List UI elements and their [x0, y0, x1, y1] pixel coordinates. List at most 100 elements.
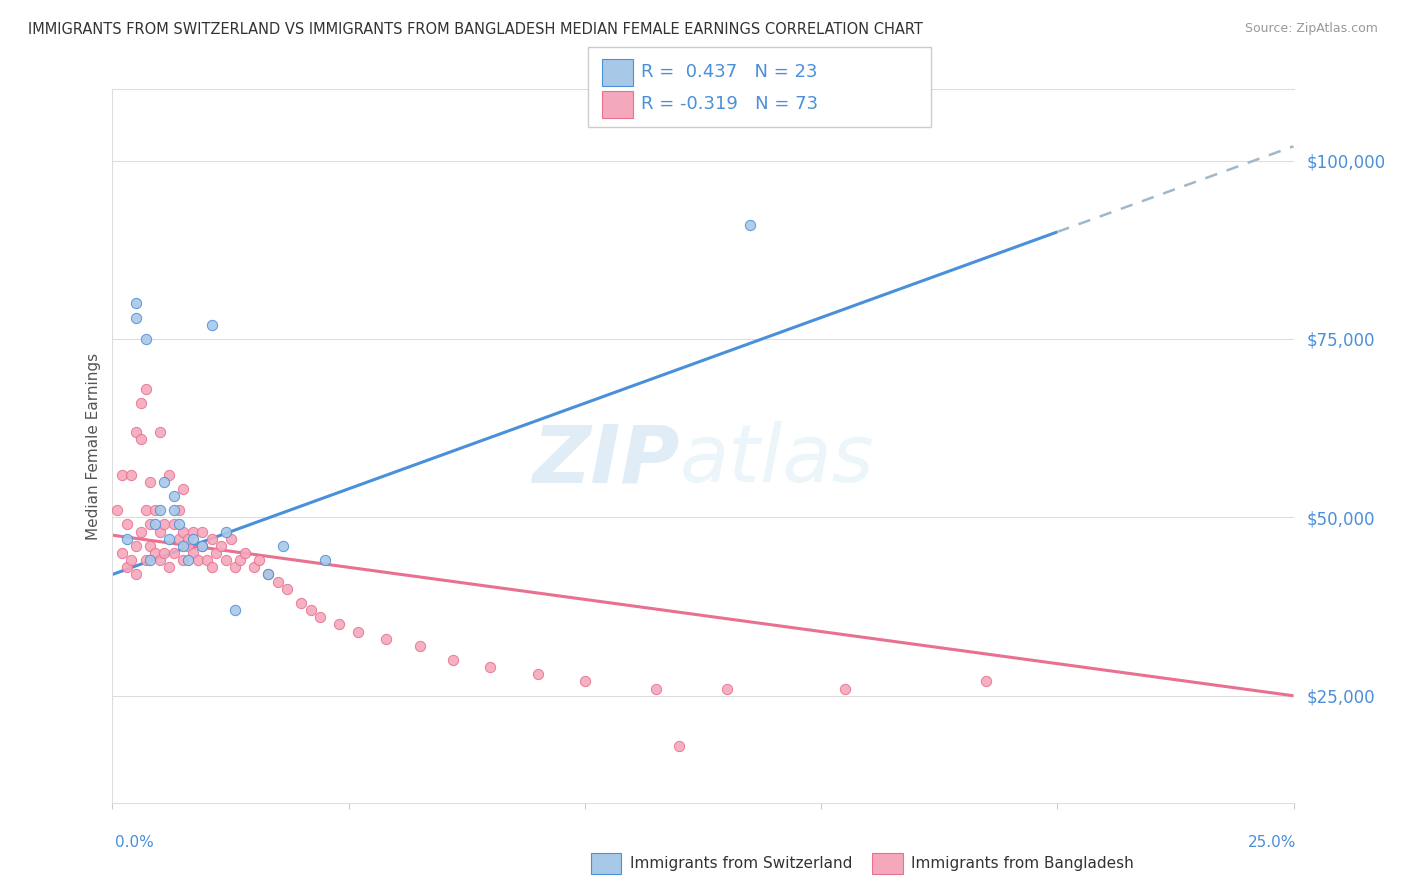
Text: atlas: atlas [679, 421, 875, 500]
Point [135, 382, 157, 396]
Point [181, 546, 204, 560]
Point [177, 553, 200, 567]
Point [375, 632, 398, 646]
Point [201, 532, 224, 546]
Point [115, 532, 138, 546]
Point [247, 553, 270, 567]
Point [276, 582, 298, 596]
Point [441, 653, 464, 667]
Point [191, 524, 214, 539]
Point [105, 503, 128, 517]
Point [163, 517, 186, 532]
Point [135, 503, 157, 517]
Point [299, 603, 322, 617]
Point [111, 546, 134, 560]
Point [153, 475, 176, 489]
Point [143, 503, 166, 517]
Point [167, 517, 190, 532]
Point [135, 332, 157, 346]
Point [257, 567, 280, 582]
Point [149, 553, 172, 567]
Point [163, 489, 186, 503]
Point [120, 467, 142, 482]
Point [139, 475, 162, 489]
Point [834, 681, 856, 696]
Point [125, 296, 148, 310]
Text: R =  0.437   N = 23: R = 0.437 N = 23 [641, 63, 818, 81]
Text: 0.0%: 0.0% [115, 836, 155, 850]
Point [120, 553, 142, 567]
Point [668, 739, 690, 753]
Point [167, 532, 190, 546]
Point [408, 639, 430, 653]
Text: Source: ZipAtlas.com: Source: ZipAtlas.com [1244, 22, 1378, 36]
Point [479, 660, 502, 674]
Text: Immigrants from Switzerland: Immigrants from Switzerland [630, 856, 852, 871]
Point [181, 524, 204, 539]
Point [976, 674, 998, 689]
Point [125, 425, 148, 439]
Point [740, 218, 762, 232]
Point [205, 546, 228, 560]
Text: R = -0.319   N = 73: R = -0.319 N = 73 [641, 95, 818, 113]
Point [129, 524, 152, 539]
Point [309, 610, 332, 624]
Point [209, 539, 232, 553]
Point [115, 517, 138, 532]
Point [172, 553, 194, 567]
Point [143, 517, 166, 532]
Point [574, 674, 596, 689]
Point [314, 553, 336, 567]
Point [229, 553, 252, 567]
Point [186, 553, 208, 567]
Point [129, 396, 152, 410]
Point [267, 574, 290, 589]
Point [139, 553, 162, 567]
Point [149, 524, 172, 539]
Point [215, 553, 238, 567]
Point [163, 546, 186, 560]
Point [191, 539, 214, 553]
Point [153, 517, 176, 532]
Point [125, 539, 148, 553]
Point [224, 560, 246, 574]
Point [172, 524, 194, 539]
Point [201, 318, 224, 332]
Point [125, 567, 148, 582]
Point [215, 524, 238, 539]
Point [526, 667, 548, 681]
Point [163, 503, 186, 517]
Point [143, 546, 166, 560]
Point [157, 467, 180, 482]
Point [125, 310, 148, 325]
Point [157, 560, 180, 574]
Point [149, 503, 172, 517]
Point [201, 560, 224, 574]
Point [716, 681, 738, 696]
Point [195, 553, 218, 567]
Point [644, 681, 666, 696]
Point [111, 467, 134, 482]
Point [172, 482, 194, 496]
Text: Immigrants from Bangladesh: Immigrants from Bangladesh [911, 856, 1133, 871]
Point [257, 567, 280, 582]
Point [181, 532, 204, 546]
Point [290, 596, 312, 610]
Point [129, 432, 152, 446]
Point [177, 532, 200, 546]
Point [243, 560, 266, 574]
Point [328, 617, 350, 632]
Point [191, 539, 214, 553]
Point [172, 539, 194, 553]
Point [135, 553, 157, 567]
Point [139, 539, 162, 553]
Point [153, 546, 176, 560]
Point [224, 603, 246, 617]
Point [157, 532, 180, 546]
Y-axis label: Median Female Earnings: Median Female Earnings [86, 352, 101, 540]
Point [115, 560, 138, 574]
Point [347, 624, 370, 639]
Point [219, 532, 242, 546]
Point [177, 539, 200, 553]
Point [271, 539, 294, 553]
